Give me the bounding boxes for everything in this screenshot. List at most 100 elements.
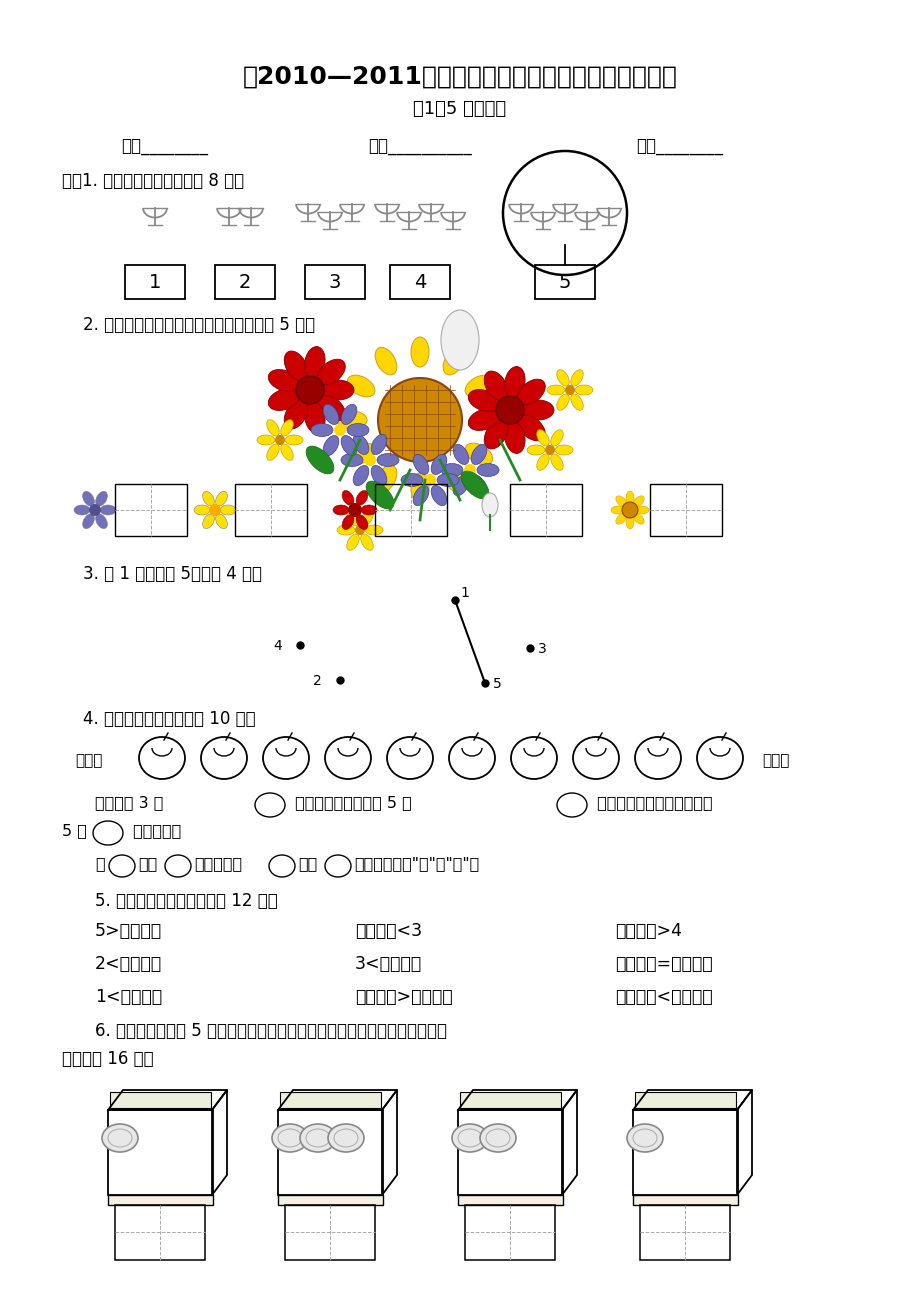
Text: 3<（　　）: 3<（ ） xyxy=(355,954,422,973)
Ellipse shape xyxy=(96,514,108,529)
Text: 2<（　　）: 2<（ ） xyxy=(95,954,162,973)
Ellipse shape xyxy=(366,480,393,509)
Ellipse shape xyxy=(375,465,396,492)
Ellipse shape xyxy=(268,389,299,410)
Circle shape xyxy=(347,503,361,517)
Ellipse shape xyxy=(483,371,507,401)
Ellipse shape xyxy=(353,435,369,454)
Ellipse shape xyxy=(632,513,643,525)
Ellipse shape xyxy=(83,491,95,506)
Ellipse shape xyxy=(370,435,387,454)
Bar xyxy=(460,1092,561,1108)
Ellipse shape xyxy=(431,454,447,474)
Ellipse shape xyxy=(632,496,643,508)
Ellipse shape xyxy=(267,419,279,436)
Ellipse shape xyxy=(346,423,369,436)
Text: 5. 请你填上合适的数。（共 12 分）: 5. 请你填上合适的数。（共 12 分） xyxy=(95,892,278,910)
Ellipse shape xyxy=(471,444,486,465)
Ellipse shape xyxy=(83,514,95,529)
Circle shape xyxy=(275,435,285,445)
Bar xyxy=(278,1111,382,1195)
Ellipse shape xyxy=(328,1124,364,1152)
Bar xyxy=(535,266,595,299)
Ellipse shape xyxy=(194,505,210,516)
Ellipse shape xyxy=(280,419,293,436)
Text: 3: 3 xyxy=(538,642,546,656)
Ellipse shape xyxy=(472,411,503,428)
Ellipse shape xyxy=(317,359,345,385)
Text: 1<（　　）: 1<（ ） xyxy=(95,988,162,1006)
Ellipse shape xyxy=(256,435,275,445)
Circle shape xyxy=(334,424,346,436)
Text: 4. 涂一涂，填一填。（共 10 分）: 4. 涂一涂，填一填。（共 10 分） xyxy=(62,710,255,728)
Text: （　　）<（　　）: （ ）<（ ） xyxy=(614,988,712,1006)
Ellipse shape xyxy=(323,405,338,424)
Circle shape xyxy=(364,454,376,466)
Ellipse shape xyxy=(521,400,553,421)
Ellipse shape xyxy=(202,491,214,506)
Text: 5: 5 xyxy=(558,272,571,292)
Ellipse shape xyxy=(375,348,396,375)
Ellipse shape xyxy=(536,430,549,447)
Bar xyxy=(215,266,275,299)
Text: 比黄: 比黄 xyxy=(298,855,317,871)
Circle shape xyxy=(544,445,554,454)
Text: 3: 3 xyxy=(328,272,341,292)
Ellipse shape xyxy=(102,1124,138,1152)
Ellipse shape xyxy=(347,375,374,397)
Ellipse shape xyxy=(627,1124,663,1152)
Ellipse shape xyxy=(370,466,387,486)
Text: 涂上黄色。: 涂上黄色。 xyxy=(128,823,181,838)
Ellipse shape xyxy=(527,445,544,454)
Circle shape xyxy=(424,474,436,486)
Ellipse shape xyxy=(440,310,479,370)
Ellipse shape xyxy=(323,436,338,456)
Ellipse shape xyxy=(360,509,373,526)
Text: （　），红: （ ），红 xyxy=(194,855,242,871)
Ellipse shape xyxy=(550,430,562,447)
Text: （右）: （右） xyxy=(761,754,789,768)
Circle shape xyxy=(463,464,475,477)
Text: 把左边的 3 个: 把左边的 3 个 xyxy=(95,796,168,810)
Ellipse shape xyxy=(342,514,354,530)
Text: 4: 4 xyxy=(273,639,282,654)
Ellipse shape xyxy=(342,491,354,505)
Ellipse shape xyxy=(411,473,428,503)
Bar xyxy=(458,1195,562,1204)
Ellipse shape xyxy=(346,509,358,526)
Ellipse shape xyxy=(465,443,492,465)
Ellipse shape xyxy=(437,474,459,487)
Ellipse shape xyxy=(356,514,368,530)
Bar xyxy=(650,484,721,536)
Bar xyxy=(125,266,185,299)
Text: 数。（共 16 分）: 数。（共 16 分） xyxy=(62,1049,153,1068)
Text: 班级________: 班级________ xyxy=(121,138,209,156)
Ellipse shape xyxy=(267,444,279,461)
Ellipse shape xyxy=(517,379,545,405)
Text: 5>（　　）: 5>（ ） xyxy=(95,922,162,940)
Circle shape xyxy=(296,376,323,404)
Text: 绿: 绿 xyxy=(95,855,105,871)
Circle shape xyxy=(564,385,574,395)
Ellipse shape xyxy=(74,505,90,516)
Ellipse shape xyxy=(547,385,564,395)
Ellipse shape xyxy=(570,395,583,410)
Bar xyxy=(305,266,365,299)
Ellipse shape xyxy=(483,419,507,449)
Ellipse shape xyxy=(100,505,116,516)
Ellipse shape xyxy=(615,496,627,508)
Bar xyxy=(115,1204,205,1260)
Bar xyxy=(632,1111,737,1195)
Ellipse shape xyxy=(311,423,333,436)
Ellipse shape xyxy=(574,385,593,395)
Ellipse shape xyxy=(610,506,624,514)
Text: 分数________: 分数________ xyxy=(636,138,722,156)
Ellipse shape xyxy=(317,396,345,421)
Bar xyxy=(509,484,582,536)
Ellipse shape xyxy=(460,471,488,499)
Ellipse shape xyxy=(570,370,583,387)
Text: 1: 1 xyxy=(460,586,469,600)
Bar xyxy=(108,1195,213,1204)
Ellipse shape xyxy=(482,493,497,517)
Bar xyxy=(464,1204,554,1260)
